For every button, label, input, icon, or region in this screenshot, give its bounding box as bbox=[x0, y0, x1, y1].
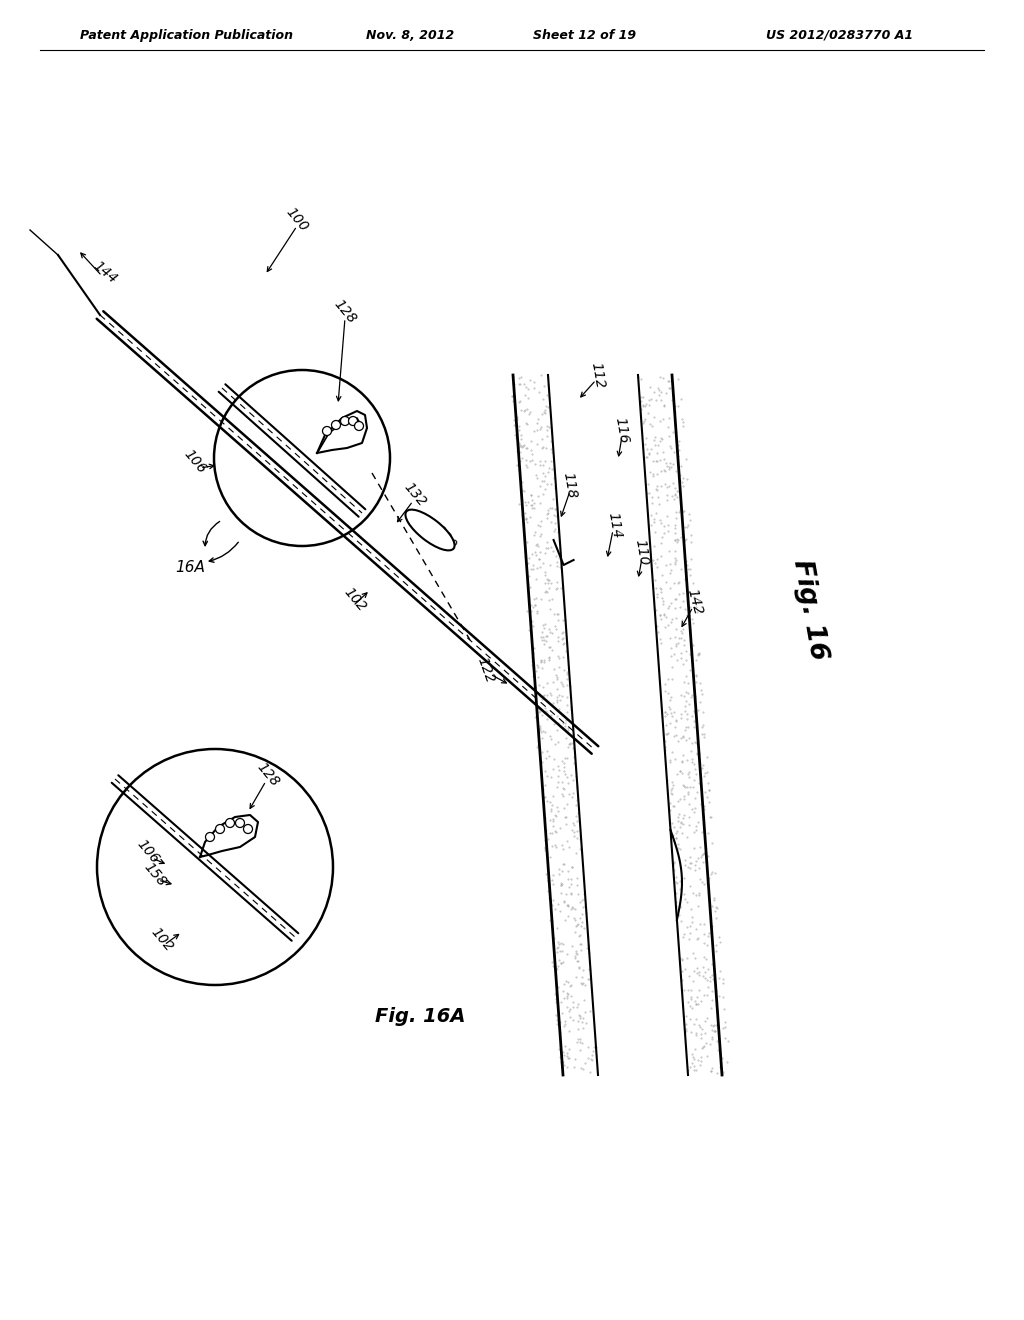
Text: 102: 102 bbox=[148, 925, 176, 954]
Text: 16A: 16A bbox=[175, 561, 205, 576]
Ellipse shape bbox=[406, 510, 455, 550]
Text: 100: 100 bbox=[283, 206, 311, 235]
Text: 110: 110 bbox=[633, 537, 651, 566]
Text: 116: 116 bbox=[612, 416, 631, 445]
Text: 102: 102 bbox=[341, 585, 369, 615]
Text: 128: 128 bbox=[254, 760, 282, 789]
Text: Fig. 16A: Fig. 16A bbox=[375, 1007, 465, 1027]
Circle shape bbox=[244, 825, 253, 833]
Text: 158: 158 bbox=[141, 861, 169, 890]
Text: US 2012/0283770 A1: US 2012/0283770 A1 bbox=[766, 29, 913, 42]
Circle shape bbox=[348, 417, 357, 425]
Circle shape bbox=[206, 833, 214, 842]
Text: 112: 112 bbox=[589, 360, 607, 389]
Text: Sheet 12 of 19: Sheet 12 of 19 bbox=[534, 29, 637, 42]
Circle shape bbox=[236, 818, 245, 828]
Text: Patent Application Publication: Patent Application Publication bbox=[80, 29, 293, 42]
Circle shape bbox=[332, 421, 341, 429]
Circle shape bbox=[354, 421, 364, 430]
Circle shape bbox=[225, 818, 234, 828]
Text: 128: 128 bbox=[331, 297, 359, 326]
Circle shape bbox=[323, 426, 332, 436]
Circle shape bbox=[215, 825, 224, 833]
Text: Nov. 8, 2012: Nov. 8, 2012 bbox=[366, 29, 454, 42]
Text: 144: 144 bbox=[90, 259, 120, 286]
Text: 118: 118 bbox=[561, 471, 580, 499]
Text: 106: 106 bbox=[181, 447, 209, 477]
Text: 132: 132 bbox=[401, 480, 429, 510]
Text: 106: 106 bbox=[134, 837, 162, 867]
Text: 122: 122 bbox=[475, 655, 497, 685]
Text: 114: 114 bbox=[606, 511, 625, 540]
Text: 130: 130 bbox=[431, 523, 459, 553]
Text: 142: 142 bbox=[685, 587, 706, 616]
Circle shape bbox=[341, 417, 349, 425]
Text: Fig. 16: Fig. 16 bbox=[788, 557, 831, 663]
